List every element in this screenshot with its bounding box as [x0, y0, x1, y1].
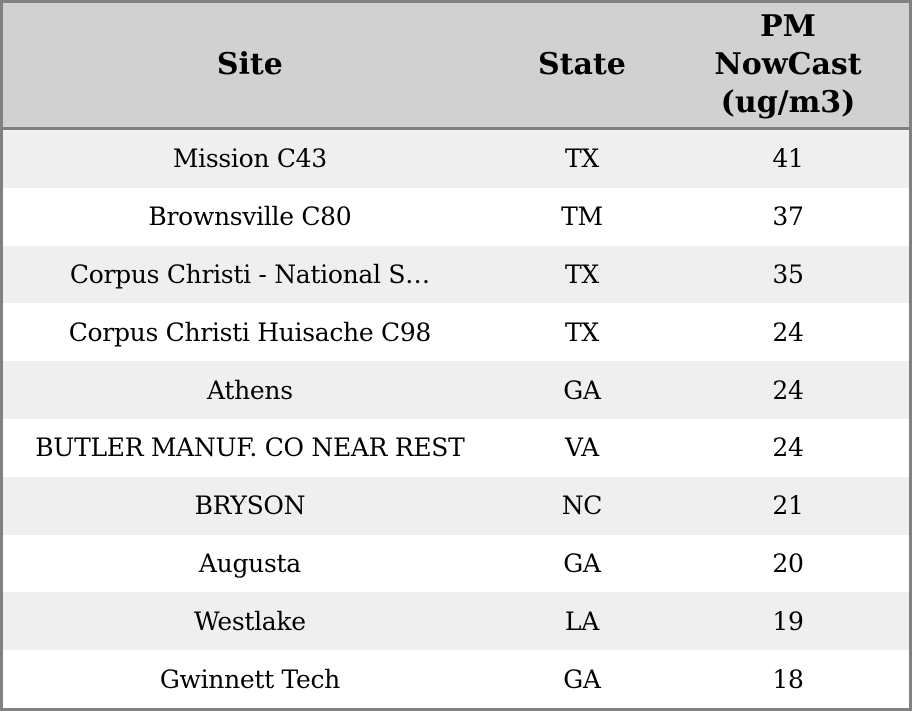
column-header-state: State: [497, 3, 667, 127]
site-cell: Mission C43: [172, 144, 327, 174]
table-row: Augusta GA 20: [3, 534, 909, 593]
pm-nowcast-cell: 20: [772, 548, 804, 578]
state-cell: VA: [565, 433, 599, 463]
table-body: Mission C43 TX 41 Brownsville C80 TM 37 …: [3, 130, 909, 708]
table-row: BRYSON NC 21: [3, 476, 909, 535]
column-header-site-label: Site: [216, 47, 283, 82]
table-row: BUTLER MANUF. CO NEAR REST VA 24: [3, 418, 909, 477]
pm-nowcast-cell: 19: [772, 606, 804, 636]
table-row: Westlake LA 19: [3, 592, 909, 651]
state-cell: GA: [563, 548, 601, 578]
site-cell: BRYSON: [194, 491, 306, 521]
state-cell: LA: [564, 606, 599, 636]
site-cell: Athens: [207, 375, 293, 405]
pm-nowcast-cell: 24: [772, 375, 804, 405]
pm-nowcast-cell: 35: [772, 259, 804, 289]
table-row: Brownsville C80 TM 37: [3, 187, 909, 246]
state-cell: GA: [563, 375, 601, 405]
site-cell: BUTLER MANUF. CO NEAR REST: [35, 433, 465, 463]
table-row: Corpus Christi Huisache C98 TX 24: [3, 303, 909, 362]
column-header-pm-nowcast-label: PM NowCast (ug/m3): [714, 9, 862, 120]
pm-nowcast-cell: 41: [772, 144, 804, 174]
state-cell: TM: [561, 202, 603, 232]
state-cell: TX: [564, 144, 599, 174]
column-header-pm-nowcast: PM NowCast (ug/m3): [667, 3, 909, 127]
table-row: Corpus Christi - National S… TX 35: [3, 245, 909, 304]
pm-nowcast-cell: 37: [772, 202, 804, 232]
table-row: Gwinnett Tech GA 18: [3, 650, 909, 708]
pm-nowcast-cell: 21: [772, 491, 804, 521]
table-header-row: Site State PM NowCast (ug/m3): [3, 3, 909, 130]
table-row: Mission C43 TX 41: [3, 130, 909, 188]
site-cell: Brownsville C80: [148, 202, 352, 232]
pm-nowcast-cell: 24: [772, 433, 804, 463]
state-cell: TX: [564, 317, 599, 347]
column-header-site: Site: [3, 3, 497, 127]
pm-nowcast-cell: 24: [772, 317, 804, 347]
site-cell: Westlake: [193, 606, 306, 636]
state-cell: TX: [564, 259, 599, 289]
table-row: Athens GA 24: [3, 361, 909, 419]
site-cell: Corpus Christi Huisache C98: [68, 317, 432, 347]
pm-nowcast-cell: 18: [772, 664, 804, 694]
column-header-state-label: State: [537, 47, 626, 82]
site-cell: Corpus Christi - National S…: [69, 259, 430, 289]
state-cell: NC: [561, 491, 603, 521]
site-cell: Gwinnett Tech: [159, 664, 340, 694]
state-cell: GA: [563, 664, 601, 694]
site-cell: Augusta: [198, 548, 301, 578]
